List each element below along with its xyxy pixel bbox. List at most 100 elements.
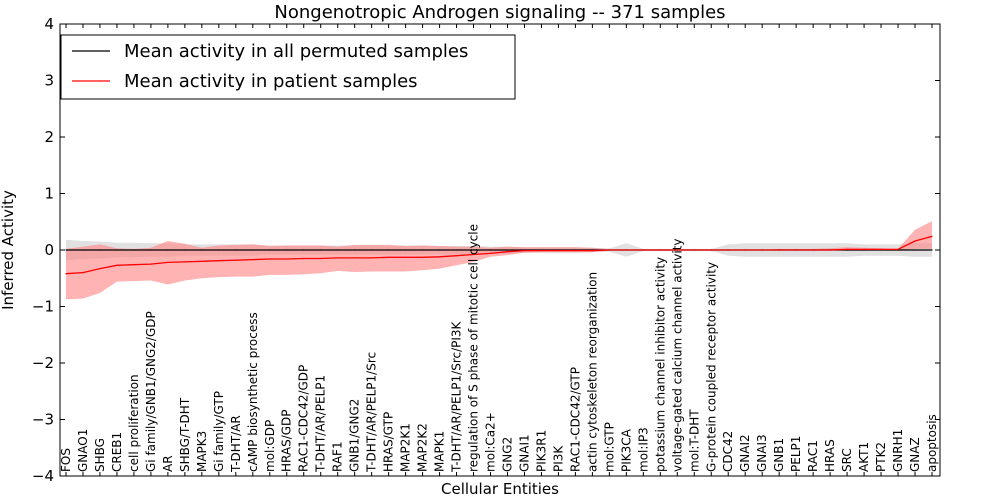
- permuted-point: [252, 249, 254, 251]
- permuted-point: [455, 249, 458, 251]
- legend: Mean activity in all permuted samples Me…: [60, 34, 516, 100]
- x-tick-label: mol:GTP: [602, 422, 616, 472]
- patient-point: [116, 264, 118, 266]
- patient-point: [337, 257, 339, 259]
- x-tick-label: FOS: [59, 448, 73, 472]
- plot-area: −4 −3 −2 −1 0 1 2 3 4 FOS GNAO1 SHBG CREB1 cell prol…: [32, 15, 941, 485]
- x-tick-label: T-DHT/AR: [229, 415, 243, 473]
- patient-point: [557, 250, 560, 252]
- y-axis: −4 −3 −2 −1 0 1 2 3 4: [32, 15, 940, 485]
- permuted-point: [82, 249, 84, 251]
- patient-point: [405, 256, 407, 258]
- patient-point: [252, 259, 254, 261]
- patient-point: [846, 248, 848, 250]
- x-tick-label: actin cytoskeleton reorganization: [585, 272, 599, 472]
- patient-point: [371, 257, 373, 259]
- permuted-point: [371, 249, 373, 251]
- patient-point: [659, 249, 661, 251]
- x-tick-label: SHBG: [93, 438, 107, 472]
- x-tick-label: GNAI1: [518, 434, 532, 472]
- patient-point: [744, 249, 746, 251]
- y-tick-label: −2: [32, 354, 54, 372]
- patient-point: [761, 249, 763, 251]
- x-tick-label: PIK3R1: [535, 430, 549, 472]
- y-tick-label: 2: [44, 128, 54, 146]
- x-tick-label: T-DHT/AR/PELP1/Src/PI3K: [450, 320, 464, 473]
- patient-point: [133, 264, 135, 266]
- x-tick-label: SRC: [840, 448, 854, 472]
- patient-point: [931, 235, 933, 237]
- patient-point: [523, 250, 526, 252]
- permuted-point: [218, 249, 220, 251]
- x-tick-label: MAP2K2: [416, 423, 430, 472]
- x-tick-label: GNAZ: [908, 437, 922, 472]
- x-tick-label: GNRH1: [891, 429, 905, 472]
- permuted-point: [201, 249, 203, 251]
- permuted-point: [388, 249, 390, 251]
- x-tick-label: GNG2: [501, 437, 515, 472]
- patient-point: [829, 249, 831, 251]
- x-tick-label: PELP1: [789, 436, 803, 472]
- x-tick-label: T-DHT/AR/PELP1/Src: [365, 352, 379, 473]
- patient-point: [574, 250, 577, 252]
- x-tick-label: AKT1: [857, 442, 871, 472]
- y-tick-label: 1: [44, 185, 54, 203]
- legend-label-patient: Mean activity in patient samples: [124, 71, 418, 92]
- permuted-point: [337, 249, 339, 251]
- patient-mean-line: [65, 235, 933, 275]
- x-tick-label: HRAS/GTP: [382, 412, 396, 472]
- patient-point: [489, 252, 492, 254]
- x-tick-label: G-protein coupled receptor activity: [704, 262, 718, 472]
- x-tick-label: GNAO1: [76, 429, 90, 472]
- permuted-point: [931, 249, 933, 251]
- x-tick-label: CREB1: [110, 432, 124, 472]
- x-tick-label: mol:IP3: [636, 427, 650, 472]
- patient-point: [863, 248, 865, 250]
- patient-point: [727, 249, 729, 251]
- permuted-point: [405, 249, 407, 251]
- patient-point: [625, 249, 628, 251]
- permuted-point: [439, 249, 441, 251]
- x-axis-title: Cellular Entities: [441, 480, 559, 498]
- patient-point: [710, 249, 712, 251]
- x-tick-label: voltage-gated calcium channel activity: [670, 238, 684, 472]
- permuted-point: [506, 249, 509, 251]
- patient-point: [167, 261, 169, 263]
- x-tick-label: cAMP biosynthetic process: [246, 312, 260, 472]
- y-tick-label: −1: [32, 298, 54, 316]
- patient-point: [422, 256, 424, 258]
- permuted-point: [116, 249, 118, 251]
- x-tick-label: GNAI2: [738, 434, 752, 472]
- patient-point: [676, 249, 678, 251]
- patient-point: [303, 257, 305, 260]
- x-tick-label: HRAS/GDP: [280, 409, 294, 472]
- x-tick-label: cell proliferation: [127, 374, 141, 472]
- permuted-point: [235, 249, 237, 251]
- permuted-point: [184, 249, 186, 251]
- x-tick-label: RAC1-CDC42/GDP: [297, 365, 311, 472]
- x-tick-label: SHBG/T-DHT: [178, 397, 192, 472]
- patient-point: [472, 253, 475, 256]
- patient-point: [914, 240, 916, 242]
- x-tick-label: PTK2: [874, 442, 888, 472]
- permuted-point: [65, 249, 67, 251]
- series-lines: [65, 235, 933, 275]
- patient-point: [269, 258, 271, 260]
- patient-point: [218, 260, 220, 262]
- patient-point: [506, 251, 509, 253]
- patient-point: [184, 261, 186, 263]
- patient-point: [591, 250, 594, 252]
- patient-point: [642, 249, 644, 251]
- patient-point: [320, 257, 322, 260]
- x-axis: FOS GNAO1 SHBG CREB1 cell proliferation Gi fa…: [59, 24, 939, 476]
- patient-point: [693, 249, 695, 251]
- patient-point: [99, 268, 101, 270]
- permuted-point: [150, 249, 152, 251]
- patient-point: [608, 249, 611, 251]
- permuted-point: [914, 249, 916, 251]
- x-tick-label: mol:Ca2+: [484, 412, 498, 472]
- patient-point: [235, 259, 237, 261]
- x-tick-label: GNAI3: [755, 434, 769, 472]
- permuted-point: [320, 249, 322, 251]
